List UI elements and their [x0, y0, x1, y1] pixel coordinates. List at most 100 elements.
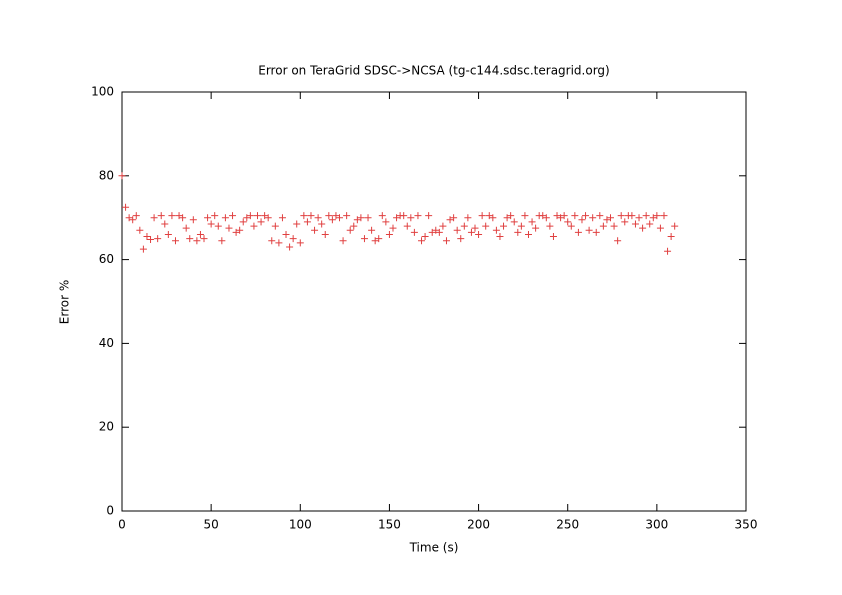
- point: [642, 212, 650, 220]
- point: [179, 214, 187, 222]
- point: [489, 214, 497, 222]
- point: [578, 216, 586, 224]
- point: [567, 222, 575, 230]
- point: [599, 222, 607, 230]
- point: [656, 224, 664, 232]
- point: [425, 212, 433, 220]
- point: [336, 214, 344, 222]
- point: [607, 214, 615, 222]
- point: [204, 214, 212, 222]
- point: [375, 235, 383, 243]
- point: [582, 212, 590, 220]
- point: [261, 212, 269, 220]
- point: [225, 224, 233, 232]
- point: [603, 216, 611, 224]
- point: [339, 237, 347, 245]
- point: [211, 212, 219, 220]
- point: [660, 212, 668, 220]
- point: [271, 222, 279, 230]
- point: [286, 243, 294, 251]
- point: [268, 237, 276, 245]
- point: [428, 228, 436, 236]
- point: [646, 220, 654, 228]
- point: [250, 222, 258, 230]
- point: [585, 226, 593, 234]
- point: [246, 212, 254, 220]
- point: [621, 218, 629, 226]
- point: [150, 214, 158, 222]
- y-tick-label: 80: [99, 168, 114, 182]
- point: [253, 212, 261, 220]
- point: [478, 212, 486, 220]
- point: [353, 216, 361, 224]
- point: [239, 218, 247, 226]
- point: [631, 220, 639, 228]
- point: [229, 212, 237, 220]
- point: [589, 214, 597, 222]
- point: [122, 203, 130, 211]
- x-tick-label: 200: [467, 518, 490, 532]
- point: [393, 214, 401, 222]
- point: [236, 226, 244, 234]
- y-tick-label: 60: [99, 252, 114, 266]
- point: [596, 212, 604, 220]
- point: [610, 222, 618, 230]
- point: [507, 212, 515, 220]
- point: [571, 212, 579, 220]
- point: [467, 228, 475, 236]
- point: [664, 247, 672, 255]
- x-tick-label: 350: [735, 518, 758, 532]
- y-axis-label: Error %: [58, 280, 72, 324]
- point: [492, 226, 500, 234]
- point: [350, 222, 358, 230]
- point: [143, 233, 151, 241]
- point: [371, 237, 379, 245]
- point: [614, 237, 622, 245]
- point: [368, 226, 376, 234]
- point: [418, 237, 426, 245]
- point: [617, 212, 625, 220]
- point: [500, 222, 508, 230]
- point: [514, 228, 522, 236]
- point: [186, 235, 194, 243]
- point: [539, 212, 547, 220]
- point: [635, 214, 643, 222]
- x-tick-label: 150: [378, 518, 401, 532]
- point: [164, 230, 172, 238]
- point: [471, 224, 479, 232]
- point: [503, 214, 511, 222]
- point: [332, 212, 340, 220]
- point: [528, 218, 536, 226]
- point: [207, 220, 215, 228]
- point: [125, 214, 133, 222]
- point: [435, 228, 443, 236]
- point: [400, 212, 408, 220]
- point: [303, 218, 311, 226]
- point: [328, 216, 336, 224]
- point: [182, 224, 190, 232]
- point: [482, 222, 490, 230]
- point: [564, 218, 572, 226]
- x-tick-label: 0: [118, 518, 126, 532]
- point: [321, 230, 329, 238]
- x-axis-label: Time (s): [409, 541, 459, 555]
- x-tick-label: 100: [289, 518, 312, 532]
- point: [278, 214, 286, 222]
- point: [171, 237, 179, 245]
- point: [346, 226, 354, 234]
- point: [532, 224, 540, 232]
- point: [296, 239, 304, 247]
- point: [667, 233, 675, 241]
- point: [318, 220, 326, 228]
- point: [360, 235, 368, 243]
- point: [403, 222, 411, 230]
- y-tick-label: 100: [91, 85, 114, 99]
- point: [475, 230, 483, 238]
- point: [157, 212, 165, 220]
- point: [196, 230, 204, 238]
- point: [364, 214, 372, 222]
- point: [129, 216, 137, 224]
- point: [136, 226, 144, 234]
- point: [264, 214, 272, 222]
